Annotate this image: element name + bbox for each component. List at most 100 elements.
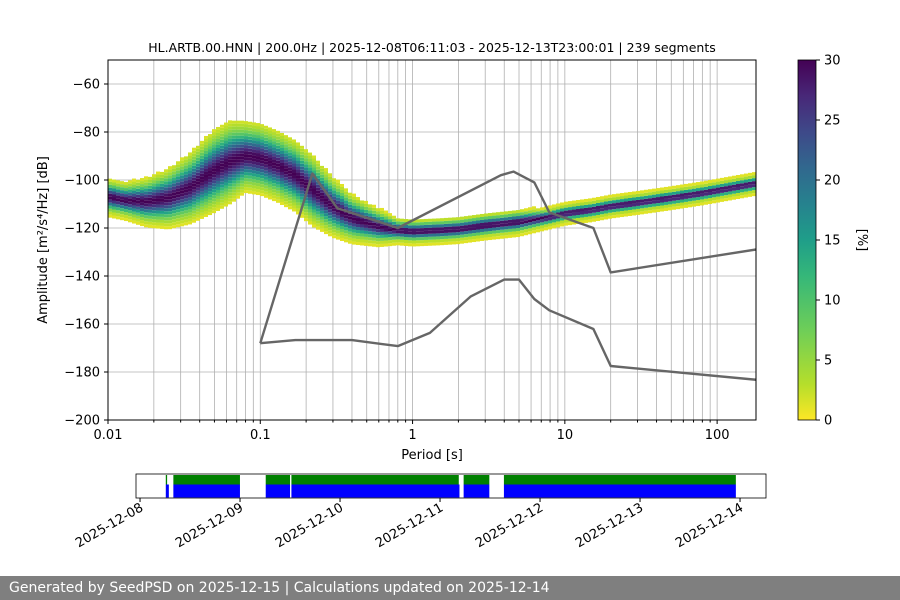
psd-cell <box>220 151 224 155</box>
psd-cell <box>124 194 128 198</box>
psd-cell <box>612 212 616 216</box>
low-noise-model-curve <box>260 278 756 381</box>
psd-cell <box>408 234 412 238</box>
psd-cell <box>312 215 316 219</box>
psd-cell <box>396 218 400 222</box>
psd-cell <box>316 217 320 221</box>
psd-cell <box>344 194 348 198</box>
psd-cell <box>184 162 188 166</box>
psd-cell <box>516 225 520 229</box>
psd-cell <box>200 191 204 195</box>
psd-cell <box>720 189 724 193</box>
psd-cell <box>160 186 164 190</box>
psd-cell <box>480 225 484 229</box>
x-tick-label: 0.1 <box>250 428 271 443</box>
psd-cell <box>680 196 684 200</box>
psd-cell <box>148 194 152 198</box>
psd-cell <box>224 173 228 177</box>
psd-cell <box>332 205 336 209</box>
psd-cell <box>548 226 552 230</box>
psd-cell <box>264 158 268 162</box>
psd-cell <box>508 216 512 220</box>
psd-cell <box>204 147 208 151</box>
psd-cell <box>120 205 124 209</box>
psd-cell <box>200 173 204 177</box>
psd-cell <box>472 239 476 243</box>
psd-cell <box>212 129 216 133</box>
psd-cell <box>236 156 240 160</box>
psd-cell <box>316 163 320 167</box>
psd-cell <box>396 239 400 243</box>
psd-cell <box>232 195 236 199</box>
psd-cell <box>172 219 176 223</box>
psd-cell <box>196 157 200 161</box>
psd-cell <box>472 215 476 219</box>
psd-cell <box>436 239 440 243</box>
psd-cell <box>376 217 380 221</box>
psd-cell <box>504 223 508 227</box>
psd-cell <box>180 220 184 224</box>
psd-cell <box>572 215 576 219</box>
psd-cell <box>240 177 244 181</box>
psd-cell <box>136 209 140 213</box>
psd-cell <box>488 222 492 226</box>
psd-cell <box>232 189 236 193</box>
psd-cell <box>344 230 348 234</box>
psd-cell <box>212 189 216 193</box>
psd-cell <box>724 192 728 196</box>
psd-cell <box>280 186 284 190</box>
psd-cell <box>664 189 668 193</box>
psd-cell <box>348 198 352 202</box>
psd-cell <box>120 202 124 206</box>
psd-cell <box>348 204 352 208</box>
psd-cell <box>632 194 636 198</box>
psd-cell <box>588 216 592 220</box>
availability-segment-green <box>173 475 240 485</box>
psd-cell <box>116 216 120 220</box>
psd-cell <box>144 224 148 228</box>
psd-cell <box>244 139 248 143</box>
psd-cell <box>156 180 160 184</box>
psd-cell <box>252 143 256 147</box>
psd-cell <box>140 199 144 203</box>
psd-cell <box>372 234 376 238</box>
availability-segment-blue <box>503 484 736 498</box>
psd-cell <box>244 127 248 131</box>
colorbar-tick-label: 20 <box>824 174 841 189</box>
psd-cell <box>132 193 136 197</box>
psd-cell <box>368 243 372 247</box>
psd-cell <box>280 156 284 160</box>
psd-cell <box>124 188 128 192</box>
psd-cell <box>468 239 472 243</box>
psd-cell <box>592 200 596 204</box>
psd-cell <box>684 204 688 208</box>
psd-cell <box>320 180 324 184</box>
psd-cell <box>124 197 128 201</box>
psd-cell <box>212 180 216 184</box>
psd-cell <box>232 150 236 154</box>
psd-cell <box>324 207 328 211</box>
psd-cell <box>744 179 748 183</box>
psd-cell <box>696 182 700 186</box>
psd-cell <box>576 218 580 222</box>
psd-cell <box>648 207 652 211</box>
psd-cell <box>208 197 212 201</box>
psd-cell <box>132 205 136 209</box>
psd-cell <box>256 156 260 160</box>
psd-cell <box>388 219 392 223</box>
psd-cell <box>284 168 288 172</box>
psd-cell <box>136 218 140 222</box>
psd-cell <box>416 240 420 244</box>
psd-cell <box>308 194 312 198</box>
psd-cell <box>728 188 732 192</box>
psd-cell <box>224 149 228 153</box>
psd-cell <box>456 232 460 236</box>
psd-cell <box>224 122 228 126</box>
psd-cell <box>368 222 372 226</box>
psd-cell <box>732 196 736 200</box>
psd-cell <box>552 216 556 220</box>
psd-cell <box>216 195 220 199</box>
psd-cell <box>280 141 284 145</box>
psd-cell <box>312 182 316 186</box>
